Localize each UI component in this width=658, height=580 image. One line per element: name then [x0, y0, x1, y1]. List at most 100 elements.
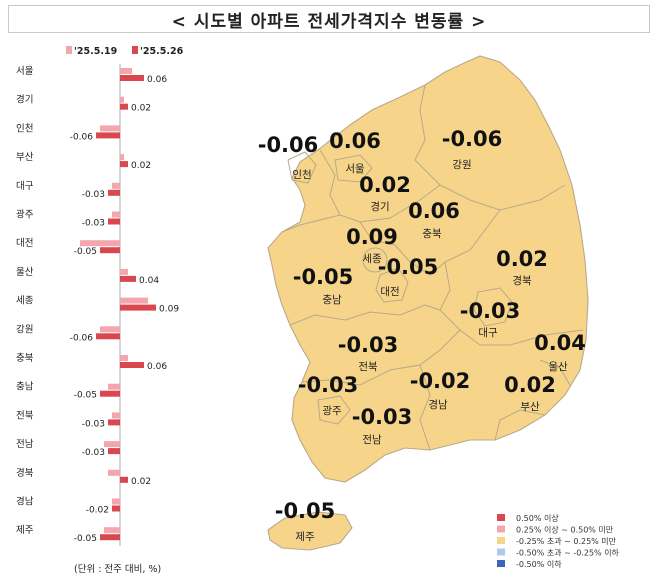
region-value: 0.02: [504, 373, 556, 397]
unit-note: (단위 : 전주 대비, %): [74, 564, 162, 575]
bar-1: [96, 132, 120, 139]
region-name: 서울: [345, 163, 365, 175]
value-label: -0.02: [86, 506, 109, 516]
legend-swatch: [497, 525, 505, 533]
gyeongnam-border: [419, 364, 431, 451]
bar-0: [120, 297, 148, 304]
region-value: -0.05: [275, 499, 336, 523]
bar-0: [100, 125, 120, 132]
region-name: 세종: [362, 253, 382, 265]
bar-1: [120, 275, 136, 282]
category-label: 세종: [16, 296, 34, 307]
daegu-blob: [473, 287, 513, 327]
value-label: -0.06: [70, 333, 94, 343]
bar-1: [120, 75, 144, 81]
bar-1: [100, 534, 120, 541]
region-name: 전남: [362, 434, 382, 446]
bar-0: [108, 469, 120, 476]
bar-0: [104, 527, 120, 534]
region-value: 0.02: [359, 173, 411, 197]
region-name: 대구: [478, 327, 498, 339]
value-label: 0.02: [131, 477, 151, 487]
bar-0: [112, 412, 120, 419]
region-value: -0.05: [378, 255, 439, 279]
value-label: -0.05: [74, 247, 97, 257]
region-name: 대전: [380, 286, 399, 298]
region-name: 충남: [322, 294, 342, 306]
map-legend: 0.50% 이상 0.25% 이상 ~ 0.50% 미만 -0.25% 초과 ~ 0…: [497, 513, 620, 569]
category-label: 충북: [16, 353, 34, 364]
bar-1: [108, 419, 120, 426]
region-value: -0.06: [442, 127, 503, 151]
daejeon-blob: [375, 267, 409, 303]
value-label: -0.03: [82, 190, 105, 200]
bar-1: [108, 189, 120, 196]
value-label: 0.06: [147, 362, 167, 372]
value-label: -0.03: [82, 419, 105, 429]
bar-chart: '25.5.19 '25.5.26 서울 0.06 경기 0.02 인천 -0.06 부산 0.0…: [16, 46, 184, 546]
region-value: -0.03: [298, 373, 359, 397]
bar-0: [80, 240, 120, 247]
chart-title: < 시도별 아파트 전세가격지수 변동률 >: [8, 5, 650, 33]
legend-swatch: [497, 560, 505, 567]
legend-text: 0.25% 이상 ~ 0.50% 미만: [516, 525, 614, 535]
sejong-dot: [362, 247, 388, 273]
region-name: 경북: [512, 274, 532, 287]
category-label: 인천: [16, 123, 33, 134]
value-label: -0.03: [82, 448, 105, 458]
category-label: 강원: [16, 324, 33, 335]
value-label: 0.04: [139, 276, 159, 286]
seoul-blob: [334, 154, 373, 183]
bar-1: [120, 362, 144, 368]
bar-0: [112, 211, 120, 218]
legend-text: -0.50% 초과 ~ -0.25% 이하: [516, 548, 620, 558]
category-label: 충남: [16, 382, 34, 393]
bar-0: [120, 355, 128, 361]
mainland-outline: [267, 55, 589, 483]
region-name: 광주: [322, 405, 342, 417]
category-label: 부산: [16, 152, 34, 163]
bar-0: [104, 441, 120, 448]
gyeongbuk-south-border: [439, 261, 584, 346]
region-value: 0.02: [496, 247, 548, 271]
bar-1: [100, 390, 120, 397]
bar-1: [120, 103, 128, 110]
legend-text: -0.25% 초과 ~ 0.25% 미만: [516, 537, 617, 546]
bar-0: [108, 383, 120, 390]
map-land: [267, 55, 589, 551]
region-name: 부산: [520, 401, 540, 413]
region-name: 강원: [452, 159, 471, 171]
category-label: 울산: [16, 267, 34, 278]
category-label: 대구: [16, 181, 34, 192]
busan-border: [494, 409, 546, 441]
bar-1: [120, 476, 128, 483]
value-label: -0.06: [70, 132, 94, 142]
bar-1: [120, 161, 128, 168]
legend-swatch: [497, 548, 505, 556]
category-label: 대전: [16, 238, 33, 249]
value-label: -0.05: [74, 391, 97, 401]
category-label: 서울: [16, 66, 34, 77]
category-label: 제주: [16, 525, 34, 536]
gyeonggi-border: [319, 149, 441, 223]
legend-swatch-0: [66, 46, 72, 54]
region-value: -0.05: [293, 265, 354, 289]
category-label: 전남: [16, 439, 34, 450]
region-value: -0.03: [460, 299, 521, 323]
region-name: 경남: [428, 398, 448, 411]
bar-0: [120, 154, 124, 161]
bar-1: [108, 448, 120, 455]
legend-label-0: '25.5.19: [74, 46, 117, 57]
value-label: 0.02: [131, 161, 151, 171]
bar-1: [100, 247, 120, 254]
region-value: 0.04: [534, 331, 586, 355]
legend-text: 0.50% 이상: [516, 513, 559, 523]
region-name: 인천: [292, 169, 311, 181]
legend-text: -0.50% 이하: [516, 559, 562, 569]
jeonbuk-border: [289, 304, 441, 326]
category-label: 경남: [16, 496, 34, 508]
chungbuk-border: [359, 209, 501, 276]
region-borders: [281, 84, 584, 451]
